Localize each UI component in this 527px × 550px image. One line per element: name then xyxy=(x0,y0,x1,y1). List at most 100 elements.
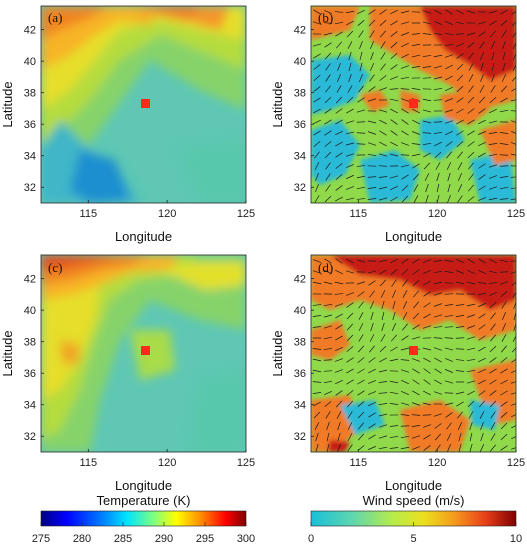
panel-d-wind-arrow xyxy=(367,446,377,450)
panel-d-wind-arrow xyxy=(411,402,421,406)
panel-d-wind-arrow xyxy=(510,271,516,274)
panel-b-wind-arrow xyxy=(348,62,352,72)
panel-b-wind-arrow xyxy=(467,151,475,159)
panel-d-wind-arrow xyxy=(490,312,496,320)
panel-b-wind-arrow xyxy=(389,76,399,80)
panel-b-xtick-label: 120 xyxy=(428,208,446,220)
panel-d-wind-arrow xyxy=(312,259,322,263)
panel-d-wind-arrow xyxy=(500,379,508,385)
panel-b-wind-arrow xyxy=(347,85,353,93)
panel-d-wind-arrow xyxy=(467,390,475,396)
panel-d-wind-arrow xyxy=(446,433,452,441)
panel-d-wind-arrow xyxy=(357,390,365,396)
panel-d-wind-arrow xyxy=(401,268,409,276)
panel-d-wind-arrow xyxy=(479,444,485,452)
panel-b-wind-arrow xyxy=(313,9,321,15)
panel-d-wind-arrow xyxy=(422,259,432,263)
panel-b-ytick-label: 34 xyxy=(294,151,306,163)
panel-b-wind-arrow xyxy=(510,153,516,156)
panel-d-wind-arrow xyxy=(469,421,473,431)
wind-colorbar: Wind speed (m/s) 0 5 10 xyxy=(308,493,522,545)
panel-b-wind-arrow xyxy=(467,130,475,136)
panel-d-wind-arrow xyxy=(478,379,486,385)
panel-b-wind-arrow xyxy=(348,73,352,83)
panel-d-wind-arrow xyxy=(369,334,375,342)
panel-d-wind-vectors xyxy=(312,258,516,452)
panel-d-wind-arrow xyxy=(314,422,320,430)
panel-d-wind-arrow xyxy=(500,290,508,298)
panel-d-wind-arrow xyxy=(478,400,486,408)
panel-b-wind-arrow xyxy=(335,108,343,114)
panel-d-wind-arrow xyxy=(511,358,516,363)
panel-b-wind-arrow xyxy=(324,151,332,159)
panel-c-ylabel: Latitude xyxy=(0,330,15,376)
panel-b-wind-arrow xyxy=(380,30,386,38)
panel-d-wind-arrow xyxy=(312,358,322,362)
panel-d-wind-arrow xyxy=(489,301,497,309)
panel-d-wind-arrow xyxy=(315,432,319,442)
panel-b-wind-arrow xyxy=(367,120,377,124)
panel-b-wind-arrow xyxy=(412,108,420,114)
panel-d-wind-arrow xyxy=(368,412,376,418)
panel-b-wind-arrow xyxy=(491,51,495,61)
panel-b-wind-arrow xyxy=(468,162,474,170)
panel-d-wind-arrow xyxy=(469,443,473,452)
panel-b-wind-arrow xyxy=(457,173,463,181)
panel-b-wind-arrow xyxy=(367,198,377,200)
panel-b-wind-arrow xyxy=(423,152,431,158)
panel-d-wind-arrow xyxy=(346,390,354,396)
cbW-tick-label: 5 xyxy=(410,533,416,545)
panel-b-wind-arrow xyxy=(345,197,355,201)
cbT-tick-label: 285 xyxy=(114,533,132,545)
panel-b-wind-arrow xyxy=(378,165,388,167)
panel-b-wind-arrow xyxy=(389,153,399,157)
panel-d-wind-arrow xyxy=(400,446,410,450)
panel-b-wind-arrow xyxy=(378,153,388,157)
panel-d-wind-arrow xyxy=(478,390,486,396)
panel-d-wind-arrow xyxy=(378,403,388,405)
panel-b-wind-arrow xyxy=(478,185,486,191)
panel-a-site-marker xyxy=(141,99,150,108)
panel-b-wind-arrow xyxy=(479,85,485,93)
panel-b-wind-arrow xyxy=(400,10,410,14)
panel-b-wind-arrow xyxy=(422,142,432,146)
panel-b-wind-arrow xyxy=(325,173,331,181)
panel-d-wind-arrow xyxy=(412,390,420,396)
panel-d-wind-arrow xyxy=(368,423,376,429)
panel-d-wind-arrow xyxy=(400,359,410,361)
panel-d-wind-arrow xyxy=(456,401,464,407)
panel-d: (d) 115 120 125 32 34 36 38 40 42 Longitude Lati… xyxy=(270,254,525,493)
temperature-colorbar: Temperature (K) 275 280 285 290 295 300 xyxy=(32,493,255,545)
panel-d-wind-arrow xyxy=(336,411,342,419)
panel-d-wind-arrow xyxy=(478,313,486,319)
panel-d-wind-arrow xyxy=(434,433,442,441)
panel-d-wind-arrow xyxy=(456,258,464,264)
panel-d-wind-arrow xyxy=(444,314,454,318)
panel-d-wind-arrow xyxy=(335,346,343,352)
panel-d-wind-arrow xyxy=(357,357,365,363)
panel-b-wind-arrow xyxy=(345,164,355,168)
panel-b-wind-arrow xyxy=(488,10,498,14)
panel-b-wind-arrow xyxy=(489,96,497,104)
panel-d-wind-arrow xyxy=(434,379,442,385)
panel-b-wind-arrow xyxy=(488,143,498,145)
panel-b-wind-arrow xyxy=(433,76,443,80)
panel-d-wind-arrow xyxy=(389,358,399,362)
panel-b-axes: 115 120 125 32 34 36 38 40 42 xyxy=(294,25,525,220)
panel-b-wind-arrow xyxy=(411,43,421,47)
panel-b-wind-arrow xyxy=(477,197,487,201)
panel-d-wind-arrow xyxy=(444,304,454,306)
panel-d-wind-arrow xyxy=(346,368,354,374)
panel-b-wind-arrow xyxy=(510,187,516,190)
panel-b-wind-arrow xyxy=(367,153,377,157)
panel-b-ylabel: Latitude xyxy=(270,81,285,127)
panel-b-wind-arrow xyxy=(434,151,442,159)
panel-d-wind-arrow xyxy=(434,368,442,374)
panel-c-frame xyxy=(40,254,247,453)
panel-b-wind-arrow xyxy=(336,85,342,93)
panel-b-wind-arrow xyxy=(401,174,409,180)
panel-d-wind-arrow xyxy=(358,422,364,430)
panel-b-wind-arrow xyxy=(312,43,322,47)
panel-b-wind-arrow xyxy=(434,9,442,15)
cbW-tick-label: 10 xyxy=(510,533,522,545)
